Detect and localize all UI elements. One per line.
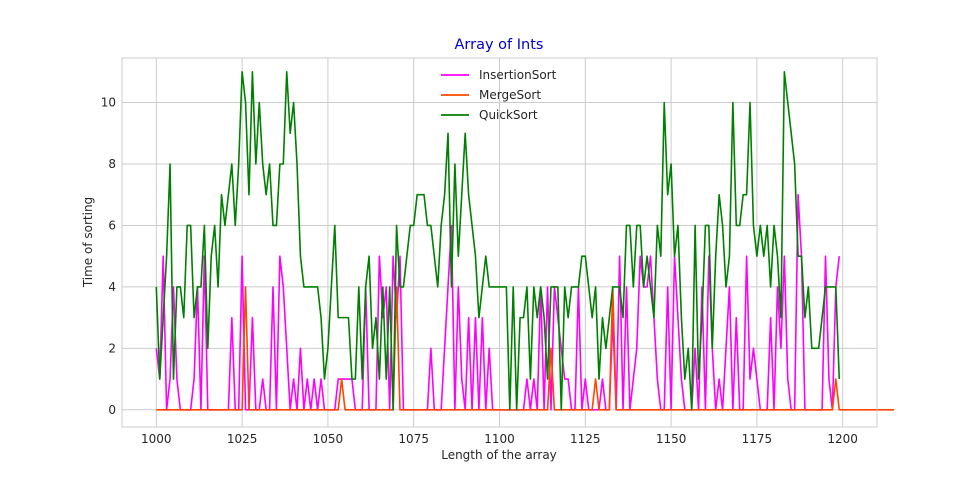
x-tick-label: 1200 <box>827 432 858 446</box>
x-tick-label: 1100 <box>484 432 515 446</box>
x-tick-label: 1025 <box>227 432 258 446</box>
legend-label: QuickSort <box>479 108 538 122</box>
x-tick-label: 1075 <box>398 432 429 446</box>
x-tick-label: 1150 <box>656 432 687 446</box>
y-tick-label: 2 <box>108 341 116 355</box>
legend-label: InsertionSort <box>479 68 557 82</box>
x-tick-label: 1125 <box>570 432 601 446</box>
y-tick-label: 8 <box>108 157 116 171</box>
y-tick-label: 6 <box>108 218 116 232</box>
plot-frame <box>121 57 878 428</box>
y-tick-label: 10 <box>101 96 116 110</box>
x-tick-label: 1000 <box>141 432 172 446</box>
chart-title: Array of Ints <box>455 37 544 53</box>
y-tick-label: 0 <box>108 403 116 417</box>
tick-labels: 1000 1025 1050 1075 1100 1125 1150 1175 1200 0 2 4 6… <box>101 96 858 446</box>
series-line-quicksort <box>155 71 841 411</box>
y-tick-label: 4 <box>108 280 116 294</box>
x-tick-label: 1175 <box>742 432 773 446</box>
x-tick-label: 1050 <box>313 432 344 446</box>
y-axis-label: Time of sorting <box>81 197 95 288</box>
series-line-mergesort <box>156 286 895 411</box>
x-axis-label: Length of the array <box>441 448 557 462</box>
legend: InsertionSort MergeSort QuickSort <box>441 68 557 122</box>
legend-label: MergeSort <box>479 88 541 102</box>
series-lines <box>155 71 895 411</box>
